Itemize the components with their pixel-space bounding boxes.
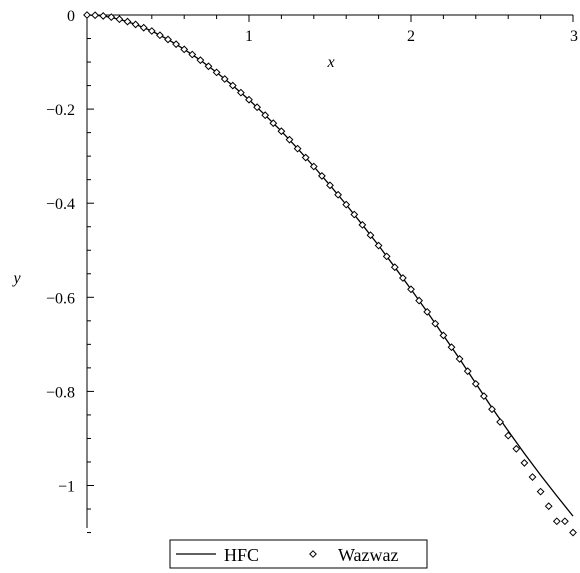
data-point-wazwaz bbox=[544, 502, 553, 511]
x-tick-label: 2 bbox=[407, 28, 415, 45]
data-point-wazwaz bbox=[220, 75, 229, 83]
series-line-hfc bbox=[86, 14, 574, 517]
data-point-wazwaz bbox=[471, 379, 480, 388]
data-point-wazwaz bbox=[139, 23, 148, 32]
data-point-wazwaz bbox=[463, 367, 472, 376]
data-point-wazwaz bbox=[107, 13, 116, 22]
data-point-wazwaz bbox=[398, 274, 407, 282]
data-point-wazwaz bbox=[552, 517, 561, 526]
data-point-wazwaz bbox=[423, 307, 432, 316]
data-point-wazwaz bbox=[301, 153, 310, 162]
data-point-wazwaz bbox=[99, 12, 108, 20]
data-point-wazwaz bbox=[83, 11, 91, 19]
data-point-wazwaz bbox=[253, 103, 262, 112]
y-axis-label: y bbox=[11, 270, 21, 287]
data-point-wazwaz bbox=[415, 296, 424, 305]
data-point-wazwaz bbox=[334, 190, 343, 199]
data-point-wazwaz bbox=[204, 62, 213, 71]
plot-area bbox=[83, 11, 577, 537]
data-point-wazwaz bbox=[342, 200, 351, 209]
data-point-wazwaz bbox=[569, 528, 577, 537]
x-tick-label: 3 bbox=[570, 28, 578, 45]
data-point-wazwaz bbox=[261, 111, 270, 120]
x-axis-label: x bbox=[326, 54, 334, 71]
data-point-wazwaz bbox=[147, 27, 156, 35]
data-point-wazwaz bbox=[326, 181, 334, 190]
data-point-wazwaz bbox=[188, 50, 197, 59]
data-point-wazwaz bbox=[496, 418, 505, 426]
data-point-wazwaz bbox=[123, 17, 132, 26]
data-point-wazwaz bbox=[164, 35, 172, 44]
data-point-wazwaz bbox=[115, 15, 124, 24]
data-point-wazwaz bbox=[536, 487, 545, 496]
legend: HFC Wazwaz bbox=[169, 539, 428, 569]
data-point-wazwaz bbox=[91, 11, 100, 20]
data-point-wazwaz bbox=[285, 135, 294, 144]
data-point-wazwaz bbox=[309, 162, 318, 171]
y-tick-label: −0.6 bbox=[46, 290, 75, 307]
data-point-wazwaz bbox=[180, 45, 189, 54]
legend-label-wazwaz: Wazwaz bbox=[338, 545, 399, 565]
data-point-wazwaz bbox=[350, 210, 359, 219]
data-point-wazwaz bbox=[374, 241, 383, 250]
data-point-wazwaz bbox=[382, 252, 391, 261]
y-tick-label: 0 bbox=[67, 8, 75, 25]
data-point-wazwaz bbox=[366, 231, 375, 240]
data-point-wazwaz bbox=[172, 40, 181, 49]
data-point-wazwaz bbox=[155, 31, 164, 40]
data-point-wazwaz bbox=[431, 319, 440, 328]
data-point-wazwaz bbox=[293, 144, 302, 153]
data-point-wazwaz bbox=[317, 172, 326, 180]
data-point-wazwaz bbox=[479, 392, 488, 401]
ticks: 1 2 3 0 −0.2 −0.4 −0.6 −0.8 −1 bbox=[46, 8, 578, 534]
data-point-wazwaz bbox=[504, 431, 513, 440]
data-point-wazwaz bbox=[131, 20, 140, 29]
data-point-wazwaz bbox=[196, 56, 205, 65]
data-point-wazwaz bbox=[358, 220, 367, 229]
data-point-wazwaz bbox=[245, 95, 253, 104]
y-tick-label: −0.2 bbox=[46, 102, 75, 119]
y-tick-label: −0.8 bbox=[46, 384, 75, 401]
data-point-wazwaz bbox=[269, 119, 278, 128]
legend-marker-wazwaz bbox=[309, 550, 317, 558]
data-point-wazwaz bbox=[455, 355, 464, 363]
data-point-wazwaz bbox=[447, 343, 456, 352]
y-tick-label: −1 bbox=[58, 479, 75, 496]
data-point-wazwaz bbox=[212, 68, 221, 77]
axes bbox=[86, 14, 573, 528]
data-point-wazwaz bbox=[390, 263, 399, 272]
data-point-wazwaz bbox=[560, 517, 569, 526]
data-point-wazwaz bbox=[228, 81, 237, 90]
data-point-wazwaz bbox=[439, 331, 448, 340]
data-point-wazwaz bbox=[488, 405, 496, 414]
x-tick-label: 1 bbox=[245, 28, 253, 45]
data-point-wazwaz bbox=[236, 88, 245, 97]
data-point-wazwaz bbox=[512, 444, 521, 453]
y-tick-label: −0.4 bbox=[46, 196, 75, 213]
legend-label-hfc: HFC bbox=[224, 545, 259, 565]
data-point-wazwaz bbox=[520, 459, 529, 467]
data-point-wazwaz bbox=[528, 473, 537, 481]
data-point-wazwaz bbox=[277, 127, 286, 136]
data-point-wazwaz bbox=[407, 285, 415, 294]
